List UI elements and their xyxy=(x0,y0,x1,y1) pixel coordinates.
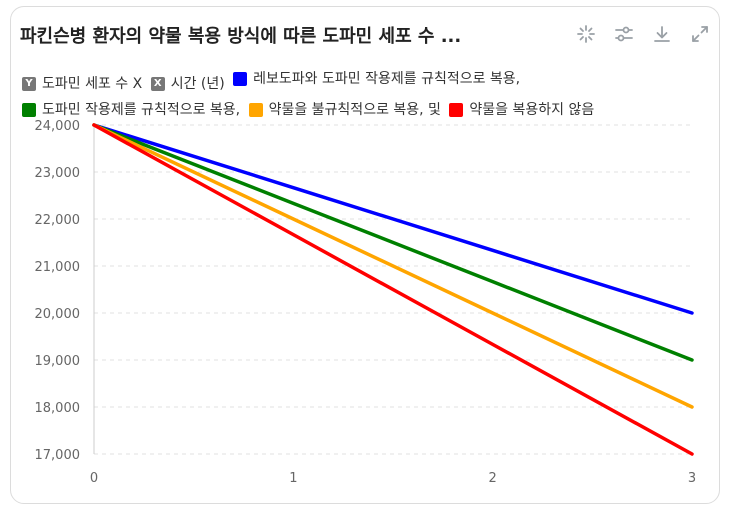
y-tick-label: 24,000 xyxy=(35,119,81,134)
chart-legend: Y 도파민 세포 수 X X 시간 (년) 레보도파와 도파민 작용제를 규칙적… xyxy=(22,66,692,126)
legend-label-series-3: 약물을 불규칙적으로 복용, 및 xyxy=(268,102,441,118)
series-line-4 xyxy=(92,123,694,456)
y-axis-badge: Y xyxy=(22,77,36,91)
x-tick-label: 0 xyxy=(90,471,98,486)
y-tick-label: 20,000 xyxy=(35,307,81,322)
download-icon[interactable] xyxy=(652,24,672,44)
legend-label-x-axis: 시간 (년) xyxy=(170,76,225,92)
legend-label-y-axis: 도파민 세포 수 X xyxy=(42,76,143,92)
series-line-3 xyxy=(92,123,694,409)
chart-toolbar xyxy=(576,24,710,44)
x-tick-label: 2 xyxy=(489,471,497,486)
sparkle-icon[interactable] xyxy=(576,24,596,44)
legend-item-series-2[interactable]: 도파민 작용제를 규칙적으로 복용, xyxy=(22,97,240,123)
legend-item-series-3[interactable]: 약물을 불규칙적으로 복용, 및 xyxy=(248,97,441,123)
legend-item-series-4[interactable]: 약물을 복용하지 않음 xyxy=(449,97,594,123)
x-tick-label: 3 xyxy=(688,471,696,486)
legend-item-x-axis[interactable]: X 시간 (년) xyxy=(150,71,225,97)
legend-swatch-series-3 xyxy=(248,103,263,117)
chart-card xyxy=(10,6,720,504)
expand-icon[interactable] xyxy=(690,24,710,44)
x-tick-label: 1 xyxy=(289,471,297,486)
legend-swatch-series-4 xyxy=(449,103,464,117)
y-tick-label: 18,000 xyxy=(35,401,81,416)
legend-swatch-series-1 xyxy=(233,72,248,86)
sliders-icon[interactable] xyxy=(614,24,634,44)
y-tick-label: 19,000 xyxy=(35,354,81,369)
y-tick-label: 22,000 xyxy=(35,213,81,228)
y-tick-label: 23,000 xyxy=(35,166,81,181)
y-tick-label: 21,000 xyxy=(35,260,81,275)
legend-item-y-axis[interactable]: Y 도파민 세포 수 X xyxy=(22,71,142,97)
legend-item-series-1[interactable]: 레보도파와 도파민 작용제를 규칙적으로 복용, xyxy=(233,66,520,92)
legend-label-series-1: 레보도파와 도파민 작용제를 규칙적으로 복용, xyxy=(253,71,521,87)
series-line-2 xyxy=(92,123,694,362)
y-tick-label: 17,000 xyxy=(35,448,81,463)
series-line-1 xyxy=(92,123,694,315)
legend-swatch-series-2 xyxy=(22,103,36,117)
legend-label-series-2: 도파민 작용제를 규칙적으로 복용, xyxy=(42,102,241,118)
x-axis-badge: X xyxy=(150,77,165,91)
legend-label-series-4: 약물을 복용하지 않음 xyxy=(469,102,595,118)
